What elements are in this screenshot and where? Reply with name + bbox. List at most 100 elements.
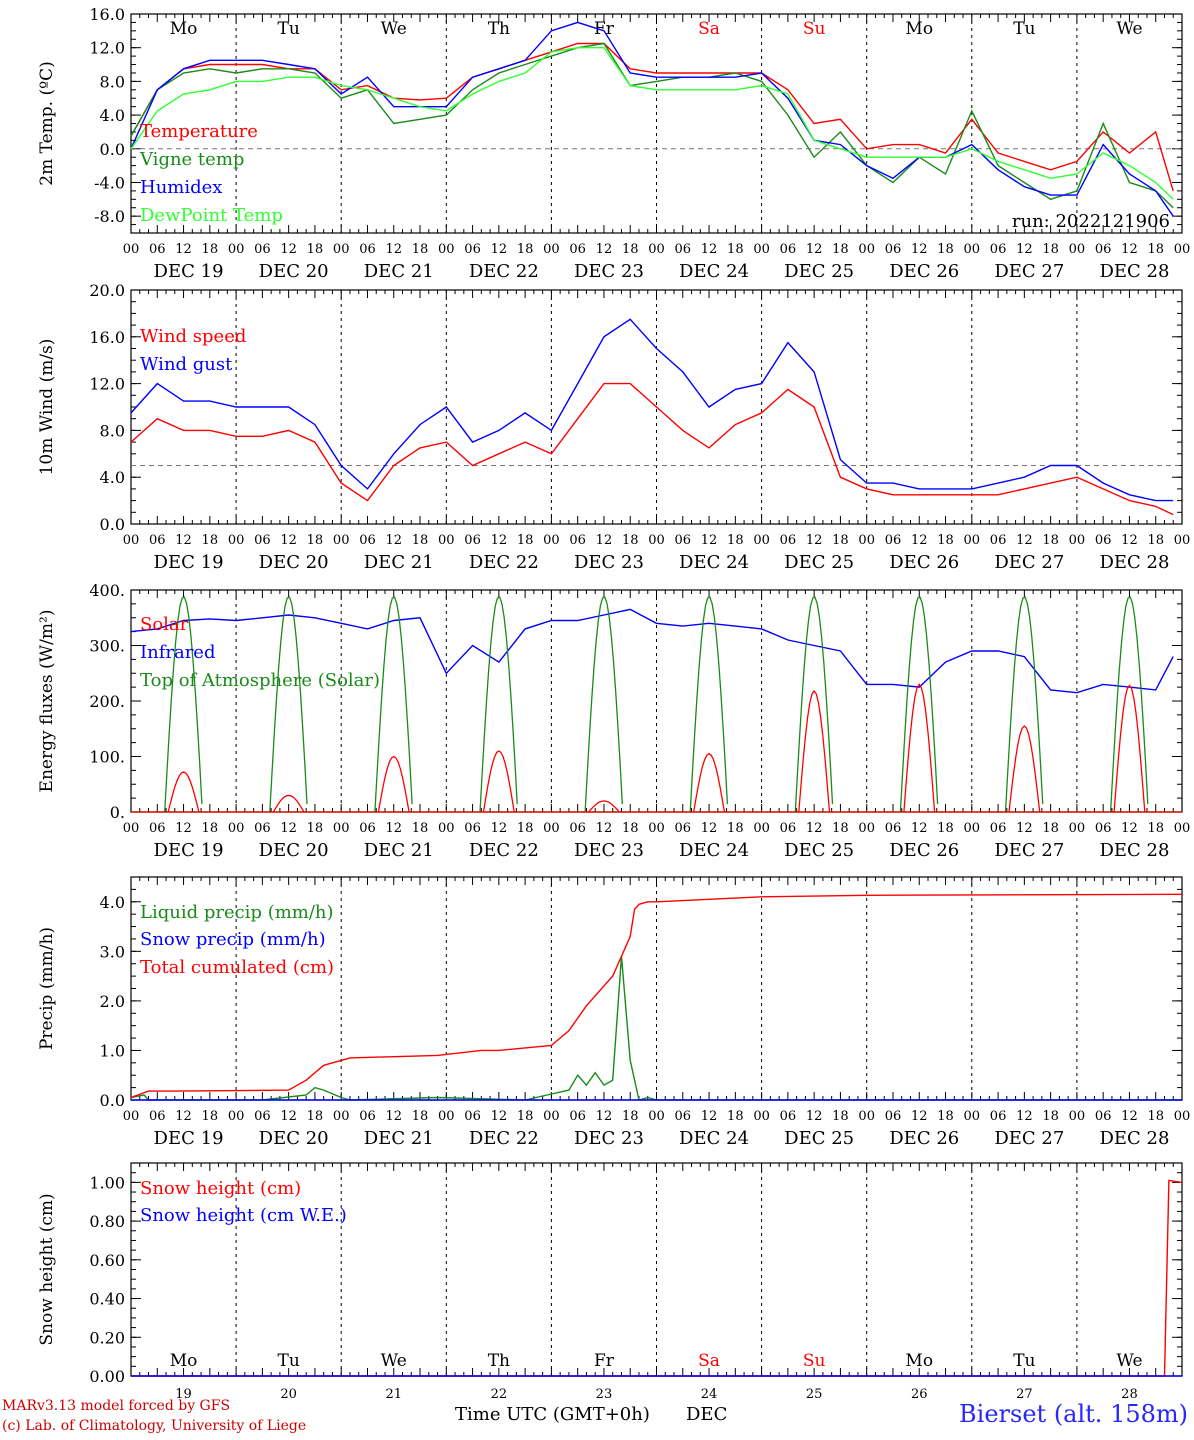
hour-tick-label: 12 xyxy=(596,1109,613,1124)
day-name-label: Fr xyxy=(594,19,615,39)
legend-entry: Liquid precip (mm/h) xyxy=(140,902,334,923)
hour-tick-label: 12 xyxy=(175,1109,192,1124)
hour-tick-label: 18 xyxy=(622,821,639,836)
day-name-label: We xyxy=(1116,19,1142,39)
date-label: DEC 27 xyxy=(994,552,1064,573)
toa-solar-curve xyxy=(131,596,1182,813)
hour-tick-label: 00 xyxy=(123,821,140,836)
hour-tick-label: 06 xyxy=(780,821,797,836)
hour-tick-label: 00 xyxy=(438,1109,455,1124)
hour-tick-label: 12 xyxy=(1016,821,1033,836)
hour-tick-label: 00 xyxy=(964,242,981,257)
solar-curve xyxy=(131,683,1182,813)
hour-tick-label: 12 xyxy=(1016,1109,1033,1124)
hour-tick-label: 12 xyxy=(280,242,297,257)
hour-tick-label: 12 xyxy=(1121,242,1138,257)
day-name-label: Th xyxy=(488,1351,510,1371)
hour-tick-label: 12 xyxy=(911,533,928,548)
run-label: run: 2022121906 xyxy=(1012,211,1170,232)
hour-tick-label: 06 xyxy=(464,1109,481,1124)
hour-tick-label: 18 xyxy=(517,1109,534,1124)
y-tick-label: 8.0 xyxy=(100,72,125,91)
hour-tick-label: 00 xyxy=(228,821,245,836)
hour-tick-label: 06 xyxy=(885,821,902,836)
hour-tick-label: 00 xyxy=(228,1109,245,1124)
hour-tick-label: 00 xyxy=(543,821,560,836)
date-label: DEC 26 xyxy=(889,840,959,861)
hour-tick-label: 00 xyxy=(333,533,350,548)
y-tick-label: 20.0 xyxy=(89,281,125,300)
date-label: DEC 21 xyxy=(364,1128,434,1149)
hour-tick-label: 12 xyxy=(175,242,192,257)
hour-tick-label: 18 xyxy=(307,1109,324,1124)
legend-entry: Solar xyxy=(140,614,189,635)
hour-tick-label: 06 xyxy=(675,533,692,548)
date-label: DEC 23 xyxy=(574,1128,644,1149)
hour-tick-label: 00 xyxy=(858,533,875,548)
hour-tick-label: 00 xyxy=(753,533,770,548)
day-number-label: 26 xyxy=(911,1387,928,1402)
hour-tick-label: 00 xyxy=(1174,821,1191,836)
legend-entry: Snow height (cm) xyxy=(140,1178,301,1199)
y-tick-label: 4.0 xyxy=(100,106,125,125)
hour-tick-label: 00 xyxy=(1069,1109,1086,1124)
hour-tick-label: 12 xyxy=(385,242,402,257)
hour-tick-label: 00 xyxy=(1174,1109,1191,1124)
date-label: DEC 21 xyxy=(364,552,434,573)
date-label: DEC 25 xyxy=(784,552,854,573)
date-label: DEC 21 xyxy=(364,261,434,282)
y-tick-label: 12.0 xyxy=(89,375,125,394)
hour-tick-label: 06 xyxy=(569,1109,586,1124)
hour-tick-label: 18 xyxy=(1147,533,1164,548)
hour-tick-label: 12 xyxy=(1121,1109,1138,1124)
date-label: DEC 26 xyxy=(889,552,959,573)
hour-tick-label: 06 xyxy=(885,1109,902,1124)
hour-tick-label: 06 xyxy=(149,533,166,548)
hour-tick-label: 06 xyxy=(780,242,797,257)
y-axis-title: 2m Temp. (ºC) xyxy=(37,61,57,186)
date-label: DEC 23 xyxy=(574,840,644,861)
hour-tick-label: 06 xyxy=(149,821,166,836)
date-label: DEC 22 xyxy=(469,261,539,282)
hour-tick-label: 12 xyxy=(911,821,928,836)
hour-tick-label: 18 xyxy=(1042,242,1059,257)
hour-tick-label: 12 xyxy=(1121,533,1138,548)
hour-tick-label: 18 xyxy=(307,242,324,257)
day-name-label: Sa xyxy=(698,1351,720,1371)
series-line-temperature xyxy=(130,42,1174,192)
hour-tick-label: 00 xyxy=(648,821,665,836)
day-name-label: Tu xyxy=(278,1351,300,1371)
date-label: DEC 28 xyxy=(1099,1128,1169,1149)
hour-tick-label: 12 xyxy=(1016,242,1033,257)
date-label: DEC 24 xyxy=(679,840,749,861)
y-tick-label: 1.0 xyxy=(100,1041,125,1060)
hour-tick-label: 18 xyxy=(412,1109,429,1124)
hour-tick-label: 12 xyxy=(175,533,192,548)
day-name-label: Mo xyxy=(905,19,933,39)
hour-tick-label: 06 xyxy=(254,242,271,257)
hour-tick-label: 18 xyxy=(412,821,429,836)
legend-entry: Infrared xyxy=(140,642,215,663)
date-label: DEC 22 xyxy=(469,1128,539,1149)
hour-tick-label: 00 xyxy=(648,242,665,257)
y-tick-label: 0.00 xyxy=(89,1367,125,1386)
hour-tick-label: 00 xyxy=(123,242,140,257)
hour-tick-label: 18 xyxy=(832,1109,849,1124)
hour-tick-label: 12 xyxy=(1121,821,1138,836)
hour-tick-label: 12 xyxy=(280,533,297,548)
hour-tick-label: 12 xyxy=(1016,533,1033,548)
date-label: DEC 28 xyxy=(1099,261,1169,282)
hour-tick-label: 00 xyxy=(123,533,140,548)
hour-tick-label: 12 xyxy=(491,242,508,257)
date-label: DEC 26 xyxy=(889,1128,959,1149)
day-name-label: Fr xyxy=(594,1351,615,1371)
hour-tick-label: 18 xyxy=(727,1109,744,1124)
legend-entry: Top of Atmosphere (Solar) xyxy=(140,670,380,691)
hour-tick-label: 00 xyxy=(1174,242,1191,257)
y-axis-title: Snow height (cm) xyxy=(37,1193,57,1345)
date-label: DEC 25 xyxy=(784,840,854,861)
hour-tick-label: 06 xyxy=(990,821,1007,836)
date-label: DEC 25 xyxy=(784,1128,854,1149)
hour-tick-label: 06 xyxy=(780,533,797,548)
